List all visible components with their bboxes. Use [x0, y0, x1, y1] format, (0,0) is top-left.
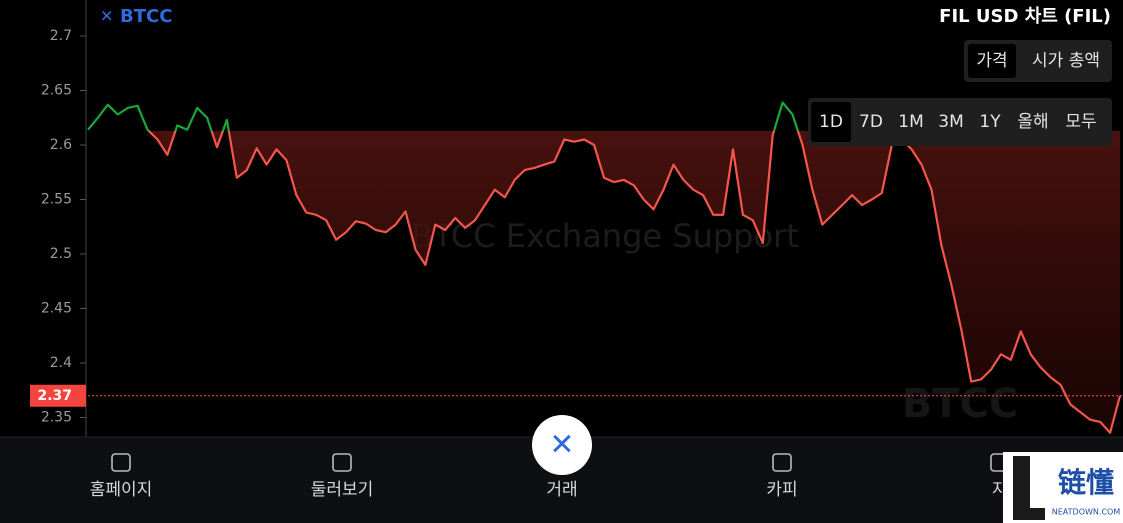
- nav-item[interactable]: 카피: [766, 480, 797, 500]
- range-option[interactable]: 3M: [938, 112, 963, 132]
- y-tick-label: 2.55: [41, 192, 72, 208]
- watermark-logo: BTCC: [902, 381, 1018, 427]
- y-tick-label: 2.7: [50, 28, 72, 44]
- price-line: [87, 101, 1122, 434]
- current-price-label: 2.37: [37, 388, 72, 404]
- nav-item[interactable]: 거래: [546, 480, 577, 500]
- y-tick-label: 2.65: [41, 82, 72, 98]
- watermark: BTCC Exchange Support: [411, 217, 799, 255]
- current-price-box: [30, 384, 86, 407]
- y-tick-label: 2.6: [50, 137, 72, 153]
- range-selected: [811, 102, 851, 142]
- range-option[interactable]: 7D: [859, 112, 883, 132]
- corner-watermark-mark: [1013, 456, 1045, 520]
- corner-watermark-title: 链懂: [1058, 466, 1114, 499]
- range-option[interactable]: 1D: [819, 112, 843, 132]
- toggle-selected: [968, 44, 1016, 78]
- logo: BTCC: [120, 6, 172, 27]
- range-bg: [808, 98, 1112, 146]
- range-option[interactable]: 올해: [1017, 112, 1048, 132]
- y-tick-label: 2.4: [50, 355, 72, 371]
- range-group: 1D 7D 1M 3M 1Y 올해 모두: [808, 98, 1112, 146]
- nav-icon: [332, 453, 352, 472]
- toggle-group: 가격 시가 총액: [964, 40, 1112, 82]
- nav-item[interactable]: 홈페이지: [90, 480, 153, 500]
- nav-icon: [772, 453, 792, 472]
- trade-icon: ✕: [549, 428, 574, 463]
- y-tick-label: 2.45: [41, 301, 72, 317]
- range-option[interactable]: 모두: [1065, 112, 1096, 132]
- corner-watermark-subtitle: NEATDOWN.COM: [1052, 508, 1121, 517]
- toggle-option[interactable]: 시가 총액: [1032, 51, 1100, 71]
- area-fill: [148, 130, 1120, 433]
- nav-item[interactable]: 둘러보기: [311, 480, 374, 500]
- range-option[interactable]: 1M: [898, 112, 923, 132]
- range-option[interactable]: 1Y: [979, 112, 1001, 132]
- chart-title: FIL USD 차트 (FIL): [939, 6, 1111, 27]
- trade-button[interactable]: [532, 415, 592, 475]
- y-tick-label: 2.5: [50, 246, 72, 262]
- nav-icon: [111, 453, 131, 472]
- plot: 2.35 2.4 2.45 2.5 2.55 2.6 2.65 2.7 2.37: [30, 28, 1123, 434]
- logo-icon: ✕: [100, 7, 113, 26]
- toggle-option[interactable]: 가격: [976, 51, 1007, 71]
- y-tick-label: 2.35: [41, 410, 72, 426]
